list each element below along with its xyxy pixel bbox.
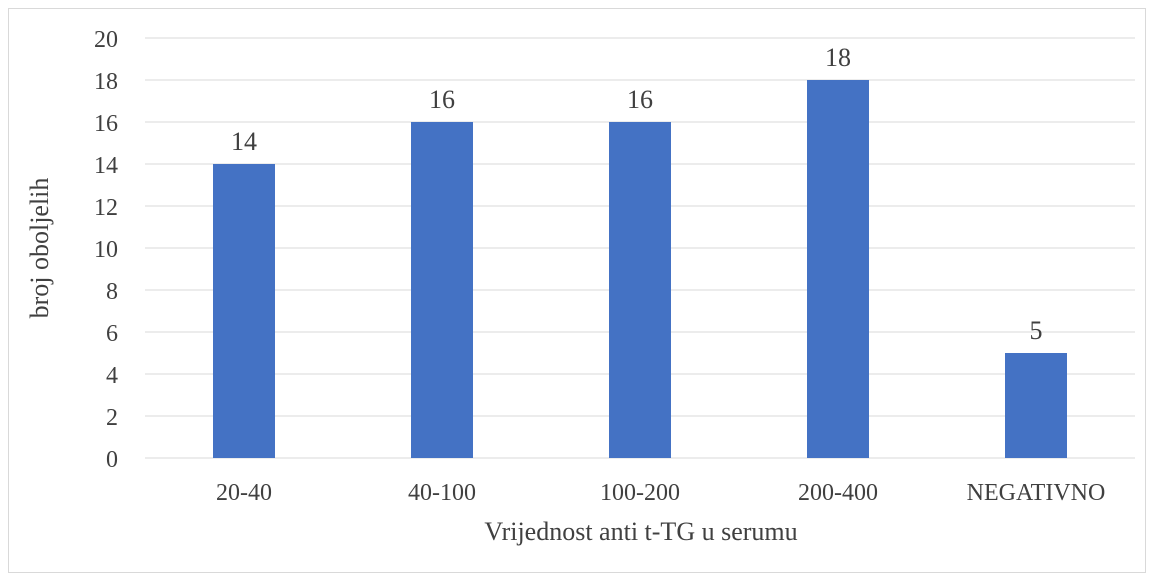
y-tick-label: 20 [94,27,118,53]
bar-20-40 [213,164,275,458]
data-labels: 14 16 16 18 5 [231,43,1043,345]
data-label: 16 [429,85,455,114]
y-axis-ticks: 0 2 4 6 8 10 12 14 16 18 20 [94,27,118,473]
y-tick-label: 10 [94,237,118,263]
y-tick-label: 4 [106,363,118,389]
y-tick-label: 14 [94,153,118,179]
y-tick-label: 8 [106,279,118,305]
data-label: 5 [1030,316,1043,345]
data-label: 14 [231,127,257,156]
y-tick-label: 0 [106,447,118,473]
x-tick-label: 100-200 [600,480,680,506]
bar-200-400 [807,80,869,458]
data-label: 16 [627,85,653,114]
x-tick-label: 40-100 [408,480,476,506]
x-axis-ticks: 20-40 40-100 100-200 200-400 NEGATIVNO [216,480,1105,506]
y-tick-label: 18 [94,69,118,95]
bar-negativno [1005,353,1067,458]
y-tick-label: 6 [106,321,118,347]
y-axis-title: broj oboljelih [25,178,54,319]
bars [213,80,1067,458]
data-label: 18 [825,43,851,72]
bar-40-100 [411,122,473,458]
bar-100-200 [609,122,671,458]
x-tick-label: 20-40 [216,480,272,506]
y-tick-label: 16 [94,111,118,137]
x-axis-title: Vrijednost anti t-TG u serumu [484,517,797,546]
y-tick-label: 12 [94,195,118,221]
y-tick-label: 2 [106,405,118,431]
x-tick-label: 200-400 [798,480,878,506]
x-tick-label: NEGATIVNO [967,480,1106,506]
